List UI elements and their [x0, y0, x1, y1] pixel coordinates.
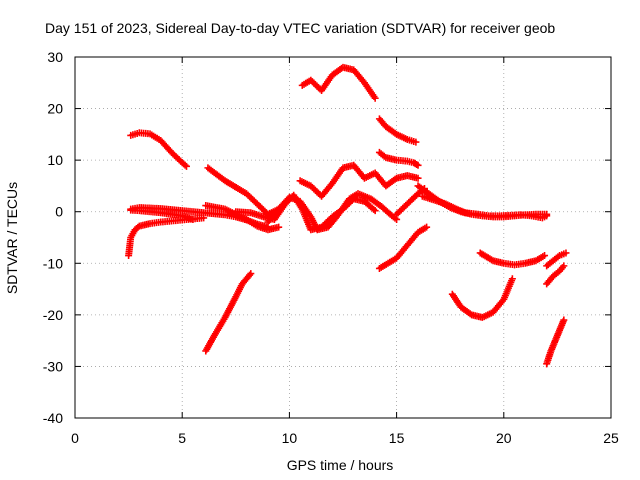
data-series-segment [125, 214, 208, 260]
data-series-segment [448, 275, 516, 321]
data-point [181, 161, 189, 169]
x-tick-label: 25 [603, 430, 619, 446]
data-point [412, 138, 420, 146]
data-point [562, 249, 570, 257]
data-point [182, 162, 190, 170]
y-tick-label: -20 [43, 307, 63, 323]
data-series-segment [127, 206, 197, 223]
data-point [414, 161, 422, 169]
data-series-segment [543, 249, 570, 270]
data-point [541, 252, 549, 260]
data-point [371, 94, 379, 102]
x-tick-label: 15 [389, 430, 405, 446]
y-tick-label: 30 [47, 49, 63, 65]
x-tick-labels: 0 5 10 15 20 25 [71, 430, 619, 446]
x-axis-label: GPS time / hours [287, 457, 394, 473]
data-series-segment [543, 262, 568, 288]
y-tick-label: -30 [43, 358, 63, 374]
y-axis-label: SDTVAR / TECUs [4, 182, 20, 294]
data-series-segment [127, 129, 190, 170]
data-point [560, 262, 568, 270]
data-point [423, 223, 431, 231]
data-point [371, 207, 379, 215]
data-series-segment [543, 316, 568, 368]
data-point [370, 205, 378, 213]
grid-lines [75, 57, 611, 418]
data-series-segment [375, 115, 420, 146]
data-point [508, 275, 516, 283]
chart-title: Day 151 of 2023, Sidereal Day-to-day VTE… [45, 20, 555, 36]
y-tick-label: -10 [43, 255, 63, 271]
y-tick-label: -40 [43, 410, 63, 426]
data-series-segment [418, 192, 551, 222]
data-series-segment [296, 161, 422, 200]
data-series-segment [375, 148, 422, 169]
data-point [189, 215, 197, 223]
x-tick-label: 0 [71, 430, 79, 446]
x-tick-label: 10 [282, 430, 298, 446]
data-point [247, 270, 255, 278]
y-tick-label: 0 [55, 204, 63, 220]
data-point [413, 160, 421, 168]
data-point [543, 212, 551, 220]
data-series-segment [298, 63, 379, 102]
data-series-segment [375, 223, 431, 272]
data-point [246, 271, 254, 279]
x-tick-label: 20 [496, 430, 512, 446]
axis-ticks [74, 56, 612, 419]
y-tick-labels: -40 -30 -20 -10 0 10 20 30 [43, 49, 63, 426]
x-tick-label: 5 [178, 430, 186, 446]
data-series-segment [476, 249, 549, 269]
data-series-segment [264, 190, 401, 234]
data-series-segment [202, 270, 255, 355]
data-points [125, 63, 570, 368]
plot-frame [74, 56, 612, 419]
data-point [275, 223, 283, 231]
data-point [414, 174, 422, 182]
y-tick-label: 20 [47, 101, 63, 117]
data-point [560, 316, 568, 324]
y-tick-label: 10 [47, 152, 63, 168]
